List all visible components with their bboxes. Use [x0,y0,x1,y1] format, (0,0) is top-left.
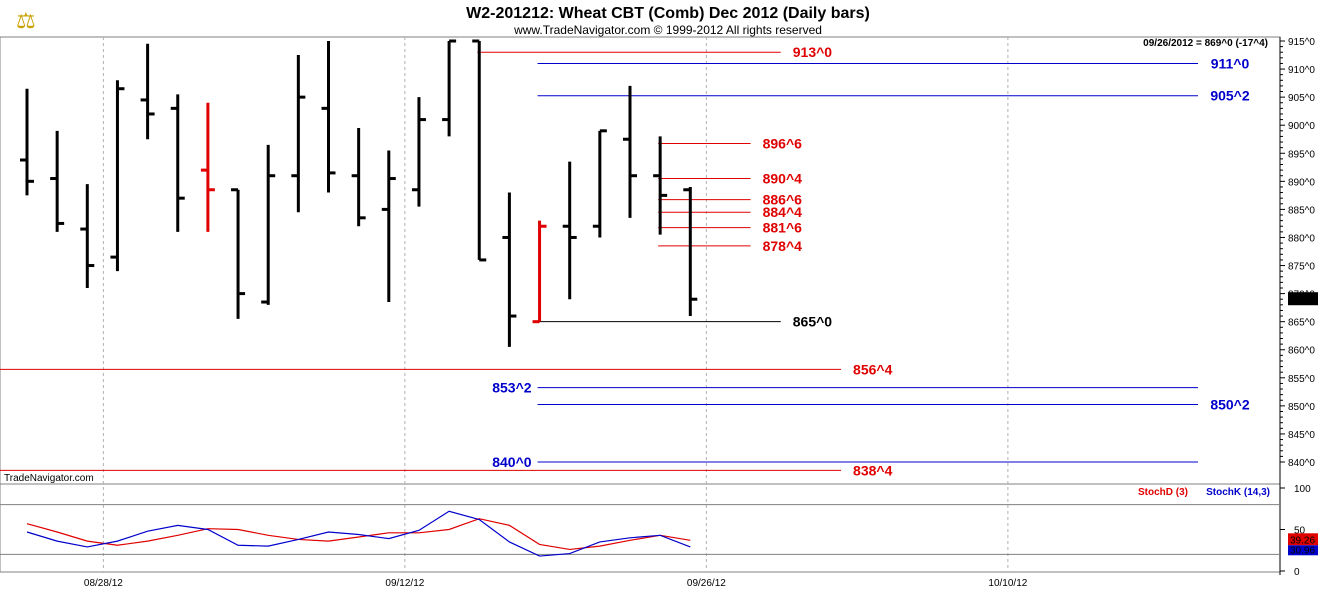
date-tick-label: 09/26/12 [687,578,726,589]
level-label: 856^4 [853,361,893,377]
level-label: 896^6 [763,135,803,151]
price-tick-label: 895^0 [1288,149,1315,160]
price-tick-label: 875^0 [1288,262,1315,273]
stoch-k-legend: StochK (14,3) [1206,487,1270,498]
stoch-tick-label: 50 [1294,526,1306,537]
level-label: 886^6 [763,192,803,208]
level-label: 890^4 [763,171,803,187]
brand-label: TradeNavigator.com [4,473,94,484]
price-tick-label: 880^0 [1288,233,1315,244]
price-tick-label: 845^0 [1288,430,1315,441]
price-tick-label: 885^0 [1288,205,1315,216]
level-label: 853^2 [492,380,532,396]
price-tick-label: 860^0 [1288,346,1315,357]
price-tick-label: 890^0 [1288,177,1315,188]
scales-of-justice-icon: ⚖ [16,8,36,33]
price-tick-label: 910^0 [1288,65,1315,76]
stochastic-panel-frame [0,483,1281,573]
stoch-d-badge-label: 39.26 [1290,535,1315,546]
level-label: 884^4 [763,204,803,220]
current-price-label: 869^0 [1290,294,1317,305]
stoch-k-badge-label: 30.96 [1290,545,1315,556]
price-tick-label: 865^0 [1288,318,1315,329]
level-label: 881^6 [763,220,803,236]
level-label: 865^0 [793,314,833,330]
price-tick-label: 905^0 [1288,93,1315,104]
level-label: 850^2 [1210,396,1250,412]
price-tick-label: 855^0 [1288,374,1315,385]
level-label: 913^0 [793,44,833,60]
date-tick-label: 10/10/12 [988,578,1027,589]
price-tick-label: 915^0 [1288,37,1315,48]
stoch-tick-label: 0 [1294,567,1300,578]
date-axis: 08/28/12 09/12/12 09/26/12 10/10/12 [84,578,1028,589]
stoch-k-line [26,510,691,557]
level-label: 911^0 [1211,55,1250,71]
price-tick-label: 900^0 [1288,121,1315,132]
stoch-d-line [26,518,691,551]
ohlc-bars [20,39,698,347]
grid [102,37,1009,572]
level-label: 905^2 [1210,88,1250,104]
stoch-k-badge [1288,545,1318,556]
last-price-info: 09/26/2012 = 869^0 (-17^4) [1143,38,1268,49]
logo: ⚖ [16,8,36,33]
stoch-d-legend: StochD (3) [1138,487,1188,498]
support-resistance-levels: 913^0 911^0 905^2 896^6 890^4 886^6884^4881^6… [0,44,1250,478]
price-panel-frame [0,36,1281,485]
price-tick-label: 840^0 [1288,458,1315,469]
level-label: 840^0 [492,454,532,470]
stoch-tick-label: 100 [1294,484,1311,495]
level-label: 878^4 [763,238,803,254]
price-tick-label: 850^0 [1288,402,1315,413]
current-price-badge [1288,292,1318,306]
date-tick-label: 09/12/12 [385,578,424,589]
chart-title: W2-201212: Wheat CBT (Comb) Dec 2012 (Da… [466,5,870,22]
price-axis: 915^0 910^0 905^0 900^0 895^0 890^0 885^0 880^0… [1280,37,1318,469]
stoch-d-badge [1288,533,1318,546]
level-label: 838^4 [853,462,893,478]
date-tick-label: 08/28/12 [84,578,123,589]
copyright-text: www.TradeNavigator.com © 1999-2012 All r… [513,23,822,37]
